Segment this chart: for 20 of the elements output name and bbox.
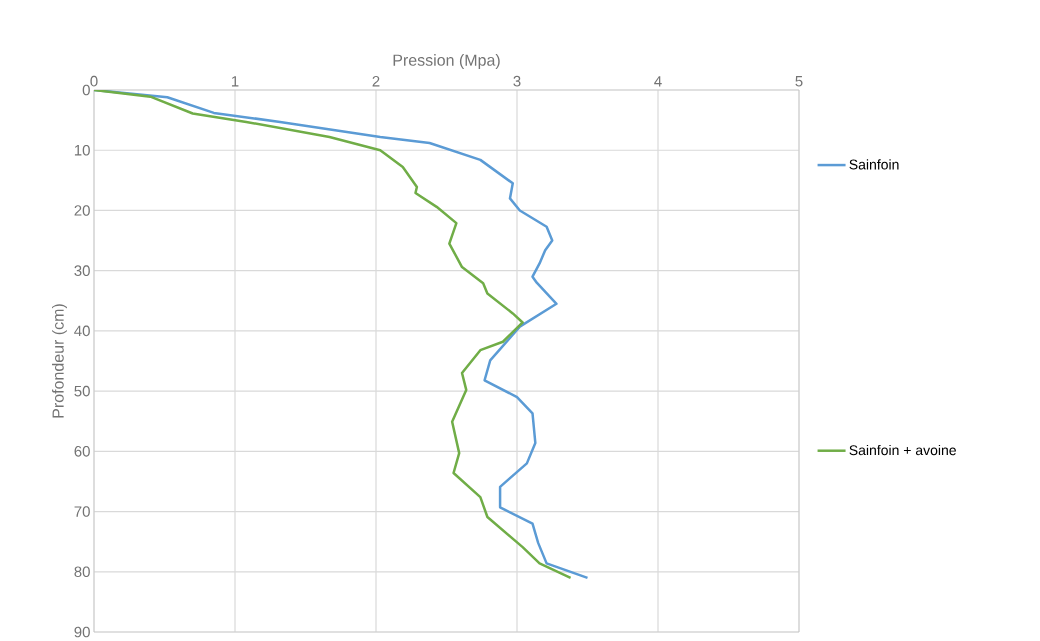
x-axis-title: Pression (Mpa) [393,54,500,69]
x-tick-label: 2 [372,76,380,87]
y-tick-label: 40 [74,325,90,337]
y-tick-label: 60 [74,446,90,457]
y-tick-label: 10 [74,144,90,156]
y-tick-label: 20 [74,205,90,216]
y-tick-label: 70 [74,506,90,517]
y-tick-label: 30 [74,265,90,276]
y-axis-title: Profondeur (cm) [52,304,67,418]
legend-label: Sainfoin [849,159,899,170]
y-tick-label: 0 [82,84,90,96]
x-tick-label: 0 [90,75,98,87]
x-tick-label: 4 [654,76,662,87]
x-tick-label: 5 [795,76,803,87]
legend-label: Sainfoin + avoine [849,444,956,456]
y-tick-label: 50 [74,385,90,397]
x-tick-label: 3 [513,75,521,87]
x-tick-label: 1 [231,76,239,87]
y-tick-label: 80 [74,566,90,578]
y-tick-label: 90 [74,626,90,638]
